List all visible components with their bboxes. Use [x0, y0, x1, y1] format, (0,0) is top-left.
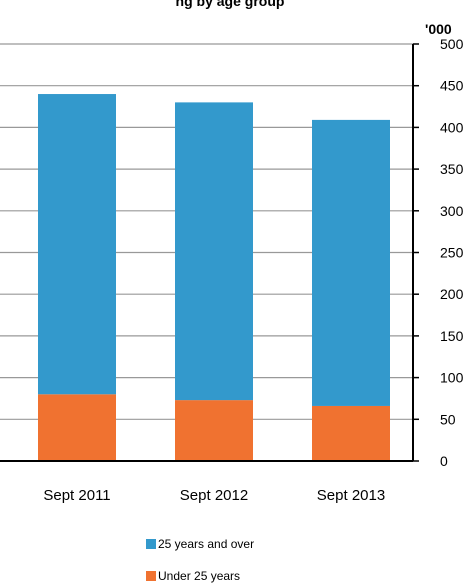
legend-label-under-25: Under 25 years [158, 569, 241, 583]
chart-title: ng by age group [176, 0, 285, 9]
y-tick-label: 400 [440, 119, 464, 135]
y-axis-unit-label: '000 [425, 21, 452, 37]
y-tick-label: 450 [440, 78, 464, 94]
bar-under-25 [38, 394, 116, 461]
y-tick-label: 350 [440, 161, 464, 177]
x-tick-label: Sept 2012 [180, 487, 248, 504]
y-tick-label: 0 [440, 453, 448, 469]
y-tick-label: 200 [440, 286, 464, 302]
y-tick-label: 250 [440, 245, 464, 261]
bar-under-25 [175, 400, 253, 461]
bar-25-and-over [38, 94, 116, 395]
x-tick-label: Sept 2011 [43, 487, 110, 504]
y-tick-label: 150 [440, 328, 464, 344]
legend-swatch-under-25 [146, 571, 156, 581]
y-tick-label: 300 [440, 203, 464, 219]
bar-25-and-over [175, 102, 253, 401]
y-tick-label: 50 [440, 411, 456, 427]
bar-under-25 [312, 405, 390, 461]
bar-25-and-over [312, 119, 390, 406]
legend-item-25-and-over: 25 years and over [146, 537, 254, 551]
x-tick-label: Sept 2013 [317, 487, 385, 504]
legend-item-under-25: Under 25 years [146, 569, 240, 583]
legend-swatch-25-and-over [146, 539, 156, 549]
legend-label-25-and-over: 25 years and over [158, 537, 255, 551]
y-tick-label: 100 [440, 370, 464, 386]
y-tick-label: 500 [440, 36, 464, 52]
